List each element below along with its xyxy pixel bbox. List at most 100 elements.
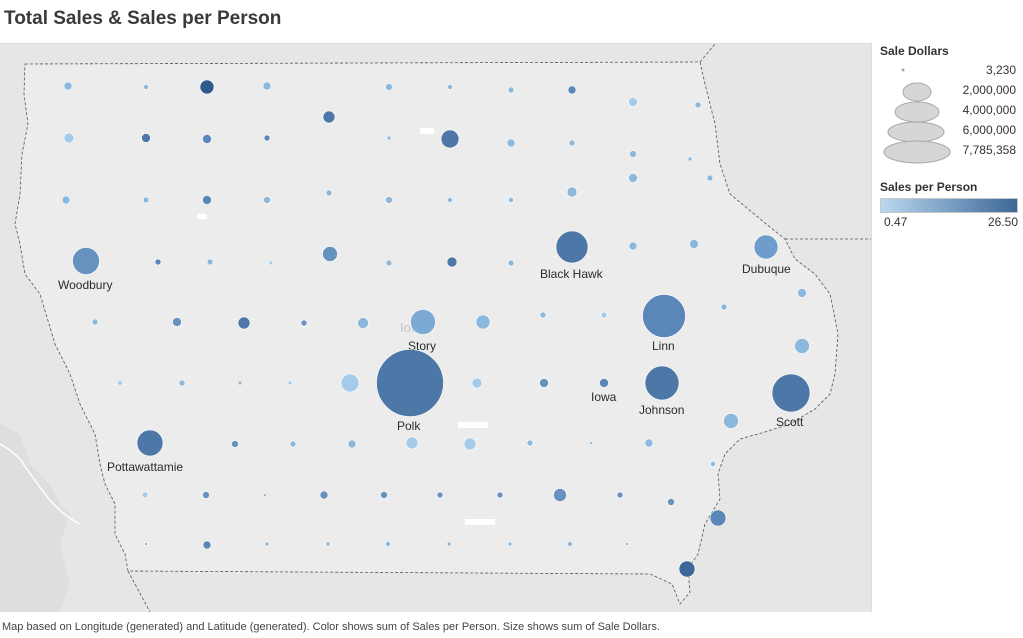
county-bubble[interactable] — [447, 197, 453, 203]
county-bubble[interactable] — [289, 440, 297, 448]
county-bubble[interactable] — [629, 150, 637, 158]
county-bubble[interactable] — [405, 436, 419, 450]
county-bubbles[interactable] — [61, 79, 810, 578]
county-bubble-woodbury[interactable] — [72, 247, 100, 275]
county-bubble[interactable] — [385, 259, 393, 267]
county-bubble[interactable] — [325, 541, 331, 547]
county-bubble[interactable] — [794, 338, 810, 354]
county-bubble[interactable] — [385, 196, 393, 204]
county-bubble[interactable] — [644, 438, 654, 448]
county-bubble[interactable] — [667, 498, 675, 506]
county-bubble[interactable] — [709, 509, 727, 527]
county-bubble[interactable] — [436, 491, 444, 499]
county-bubble[interactable] — [600, 311, 608, 319]
county-bubble[interactable] — [507, 259, 515, 267]
county-bubble[interactable] — [463, 437, 477, 451]
county-bubble[interactable] — [539, 378, 549, 388]
county-bubble[interactable] — [340, 373, 360, 393]
county-bubble[interactable] — [539, 311, 547, 319]
county-bubble[interactable] — [61, 195, 71, 205]
county-bubble[interactable] — [507, 86, 515, 94]
county-bubble[interactable] — [720, 303, 728, 311]
county-bubble[interactable] — [263, 493, 267, 497]
county-bubble[interactable] — [237, 380, 243, 386]
county-bubble[interactable] — [797, 288, 807, 298]
county-bubble[interactable] — [91, 318, 99, 326]
county-bubble[interactable] — [206, 258, 214, 266]
county-bubble[interactable] — [446, 256, 458, 268]
county-bubble-polk[interactable] — [376, 349, 444, 417]
county-bubble[interactable] — [566, 186, 578, 198]
county-bubble[interactable] — [385, 541, 391, 547]
county-bubble-black-hawk[interactable] — [555, 230, 589, 264]
county-bubble[interactable] — [567, 85, 577, 95]
county-bubble-pottawattamie[interactable] — [136, 429, 164, 457]
county-bubble[interactable] — [143, 84, 149, 90]
county-bubble[interactable] — [322, 246, 338, 262]
county-bubble[interactable] — [178, 379, 186, 387]
county-bubble[interactable] — [710, 461, 716, 467]
county-bubble[interactable] — [706, 174, 714, 182]
county-bubble[interactable] — [141, 133, 151, 143]
county-bubble[interactable] — [142, 196, 150, 204]
county-bubble[interactable] — [625, 542, 629, 546]
county-bubble[interactable] — [380, 491, 388, 499]
labeled-counties[interactable]: Woodbury Black Hawk Dubuque Story Linn I… — [58, 230, 811, 474]
map-canvas[interactable]: Iowa — [0, 44, 871, 612]
county-bubble[interactable] — [507, 541, 513, 547]
county-bubble[interactable] — [172, 317, 182, 327]
county-bubble[interactable] — [322, 110, 336, 124]
county-bubble[interactable] — [723, 413, 739, 429]
county-bubble[interactable] — [628, 97, 638, 107]
county-bubble[interactable] — [694, 101, 702, 109]
county-bubble[interactable] — [385, 83, 393, 91]
map-area[interactable]: Iowa — [0, 43, 872, 612]
county-bubble[interactable] — [568, 139, 576, 147]
county-bubble[interactable] — [475, 314, 491, 330]
county-bubble-linn[interactable] — [642, 294, 686, 338]
county-bubble[interactable] — [199, 79, 215, 95]
county-bubble[interactable] — [347, 439, 357, 449]
county-bubble-johnson[interactable] — [644, 365, 680, 401]
county-bubble-scott[interactable] — [771, 373, 811, 413]
county-bubble[interactable] — [262, 81, 272, 91]
county-bubble[interactable] — [300, 319, 308, 327]
county-bubble[interactable] — [628, 241, 638, 251]
county-bubble[interactable] — [506, 138, 516, 148]
county-bubble[interactable] — [687, 156, 693, 162]
county-bubble[interactable] — [202, 491, 210, 499]
county-bubble[interactable] — [689, 239, 699, 249]
county-bubble[interactable] — [141, 491, 149, 499]
county-bubble[interactable] — [154, 258, 162, 266]
county-bubble[interactable] — [496, 491, 504, 499]
county-bubble[interactable] — [616, 491, 624, 499]
county-bubble[interactable] — [508, 197, 514, 203]
county-bubble[interactable] — [440, 129, 460, 149]
county-bubble[interactable] — [325, 189, 333, 197]
county-bubble[interactable] — [63, 81, 73, 91]
county-bubble[interactable] — [628, 173, 638, 183]
county-bubble[interactable] — [386, 135, 392, 141]
county-bubble[interactable] — [446, 541, 452, 547]
county-bubble[interactable] — [202, 195, 212, 205]
county-bubble[interactable] — [237, 316, 251, 330]
county-bubble[interactable] — [263, 134, 271, 142]
county-bubble[interactable] — [287, 380, 293, 386]
county-bubble[interactable] — [264, 541, 270, 547]
county-bubble[interactable] — [526, 439, 534, 447]
county-bubble[interactable] — [357, 317, 369, 329]
county-bubble[interactable] — [553, 488, 567, 502]
county-bubble[interactable] — [589, 441, 593, 445]
county-bubble-iowa[interactable] — [599, 378, 609, 388]
county-bubble[interactable] — [231, 440, 239, 448]
county-bubble[interactable] — [471, 377, 483, 389]
county-bubble[interactable] — [117, 380, 123, 386]
county-bubble-dubuque[interactable] — [753, 234, 779, 260]
county-bubble[interactable] — [678, 560, 696, 578]
county-bubble[interactable] — [202, 540, 212, 550]
county-bubble[interactable] — [263, 196, 271, 204]
county-bubble[interactable] — [63, 132, 75, 144]
county-bubble[interactable] — [144, 542, 148, 546]
county-bubble[interactable] — [447, 84, 453, 90]
county-bubble[interactable] — [319, 490, 329, 500]
